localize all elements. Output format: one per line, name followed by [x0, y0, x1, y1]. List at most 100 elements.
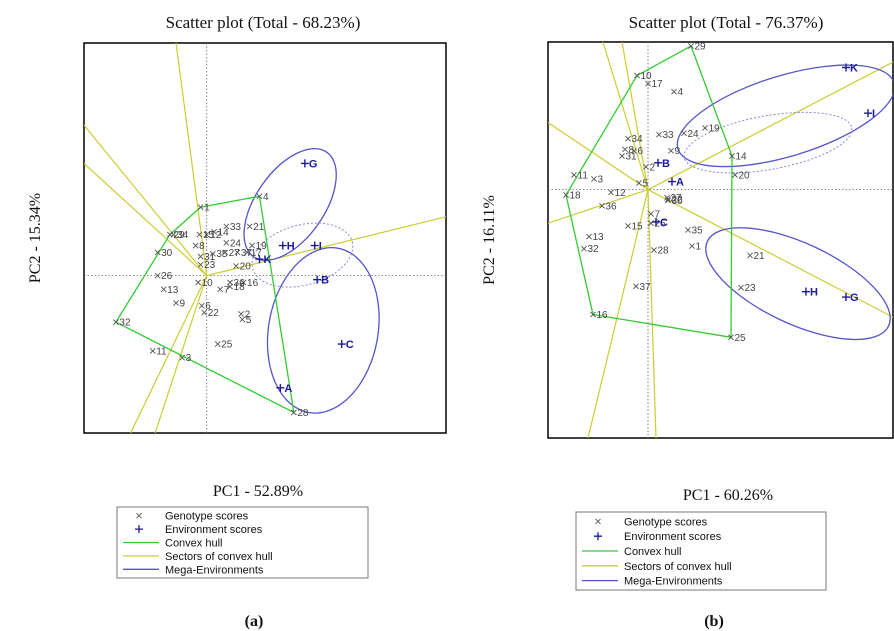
chart-a-environment-label: K	[263, 254, 271, 266]
chart-b-genotype-37: 37	[633, 282, 651, 293]
chart-b-genotype-label: 33	[663, 130, 675, 141]
chart-b-genotype-label: 17	[652, 79, 664, 90]
chart-a-panel-label: (a)	[245, 613, 264, 630]
chart-b-panel-label: (b)	[704, 613, 724, 630]
chart-a-genotype-marker	[238, 311, 244, 317]
chart-a-genotype-marker	[149, 347, 156, 354]
chart-a-genotype-marker	[244, 249, 251, 256]
chart-a-mega-environment-ellipse-2	[266, 246, 380, 414]
chart-b-environment-label: K	[850, 63, 858, 75]
chart-b-genotype-marker	[732, 171, 738, 178]
chart-a-genotype-14: 14	[211, 227, 229, 238]
chart-a-genotype-4: 4	[256, 192, 269, 203]
chart-b-legend-label: Convex hull	[624, 546, 681, 558]
chart-b-genotype-marker	[625, 135, 631, 142]
chart-a-legend-item-5: Mega-Environments	[123, 564, 264, 576]
chart-a-genotype-label: 6	[205, 301, 211, 312]
chart-b-genotype-14: 14	[729, 152, 747, 163]
chart-b-genotype-11: 11	[571, 170, 588, 181]
chart-b-genotype-18: 18	[563, 191, 581, 202]
chart-a-genotype-16: 16	[240, 278, 259, 289]
chart-a-genotype-label: 26	[161, 271, 173, 282]
chart-b-genotype-marker	[631, 147, 637, 154]
chart-a-legend-environment-marker	[135, 525, 143, 534]
chart-a-genotype-30: 30	[154, 248, 173, 259]
chart-b-genotype-marker	[671, 88, 677, 95]
chart-a-genotype-label: 32	[119, 318, 131, 329]
chart-a-environment-A: A	[276, 383, 292, 395]
chart-a-environment-C: C	[337, 339, 354, 351]
chart-b-genotype-20: 20	[732, 170, 750, 181]
chart-a-genotype-35: 35	[209, 249, 228, 260]
chart-a-legend-item-2: Environment scores	[135, 524, 263, 536]
chart-a-genotype-37: 37	[234, 248, 252, 259]
chart-b-legend-item-2: Environment scores	[594, 531, 722, 543]
chart-a-genotype-marker	[196, 231, 203, 238]
chart-b-genotype-label: 3	[598, 174, 604, 185]
chart-a-genotype-marker	[198, 302, 205, 309]
chart-b-genotype-13: 13	[586, 232, 604, 243]
chart-a-genotype-marker	[227, 279, 233, 286]
chart-b-title: Scatter plot (Total - 76.37%)	[629, 13, 824, 32]
chart-b-sector-line-8	[647, 189, 893, 318]
chart-b-legend-label: Environment scores	[624, 531, 722, 543]
chart-b-sector-line-1	[602, 42, 649, 190]
chart-a-environment-marker	[310, 241, 319, 250]
chart-b-genotype-label: 28	[658, 246, 670, 257]
chart-a-genotype-marker	[227, 283, 233, 290]
chart-a-genotype-label: 3	[186, 353, 192, 364]
chart-a: Scatter plot (Total - 68.23%) PC1 - 52.89…	[27, 13, 447, 630]
chart-a-mega-environment-ellipse-1	[243, 147, 337, 261]
chart-b-legend-item-5: Mega-Environments	[582, 576, 723, 588]
chart-b-genotype-marker	[689, 243, 695, 249]
chart-a-sector-line-2	[84, 162, 208, 277]
chart-b-genotype-marker	[581, 245, 587, 252]
chart-b-genotype-3: 3	[591, 174, 604, 185]
chart-a-sector-line-5	[154, 275, 208, 433]
chart-a-genotype-marker	[203, 231, 210, 238]
chart-b-sector-line-5	[587, 189, 649, 438]
chart-b-genotype-24: 24	[681, 129, 699, 140]
chart-a-environment-marker	[313, 275, 322, 284]
chart-b-genotype-25: 25	[728, 333, 746, 344]
chart-b-environment-marker	[652, 217, 660, 226]
chart-a-environment-I: I	[310, 241, 322, 253]
chart-b-environment-C: C	[652, 217, 668, 229]
chart-a-environment-B: B	[313, 275, 329, 287]
chart-a-genotype-marker	[222, 249, 229, 256]
chart-b-environment-label: B	[662, 158, 670, 170]
chart-b-environment-label: H	[810, 287, 818, 299]
chart-b-environment-marker	[842, 63, 850, 72]
chart-a-genotype-label: 12	[210, 230, 222, 241]
chart-a-legend-item-3: Convex hull	[123, 538, 222, 550]
chart-a-genotype-label: 23	[204, 260, 216, 271]
chart-a-environment-label: I	[319, 241, 322, 253]
chart-a-genotype-marker	[173, 300, 179, 306]
chart-b-genotype-marker	[590, 311, 596, 318]
chart-b-genotype-28: 28	[651, 246, 669, 257]
chart-a-genotype-33: 33	[223, 222, 241, 233]
chart-a-genotype-12: 12	[203, 230, 222, 241]
chart-a-genotype-3: 3	[179, 353, 192, 364]
chart-a-genotype-9: 9	[173, 299, 186, 310]
chart-a-genotype-label: 9	[180, 299, 186, 310]
chart-b-environment-K: K	[842, 63, 858, 75]
chart-a-genotype-label: 34	[177, 230, 189, 241]
chart-a-genotype-label: 18	[234, 282, 246, 293]
chart-a-genotype-23: 23	[197, 260, 216, 271]
chart-b-environment-label: C	[660, 217, 668, 229]
chart-b-legend-label: Genotype scores	[624, 516, 708, 528]
chart-b-legend-genotype-marker	[595, 518, 601, 525]
chart-b-genotype-23: 23	[738, 283, 756, 294]
chart-a-genotype-label: 4	[263, 192, 269, 203]
chart-a-genotype-label: 7	[224, 285, 230, 296]
chart-b-genotype-marker	[643, 163, 649, 170]
chart-b-genotype-15: 15	[625, 221, 643, 232]
chart-a-genotype-label: 16	[247, 278, 259, 289]
chart-a-plot-frame	[83, 42, 447, 434]
chart-b-genotype-marker	[702, 124, 708, 131]
chart-a-genotype-marker	[211, 228, 217, 235]
chart-a-genotype-label: 10	[202, 278, 214, 289]
chart-b-genotype-31: 31	[619, 152, 637, 163]
chart-a-genotype-label: 21	[253, 222, 265, 233]
